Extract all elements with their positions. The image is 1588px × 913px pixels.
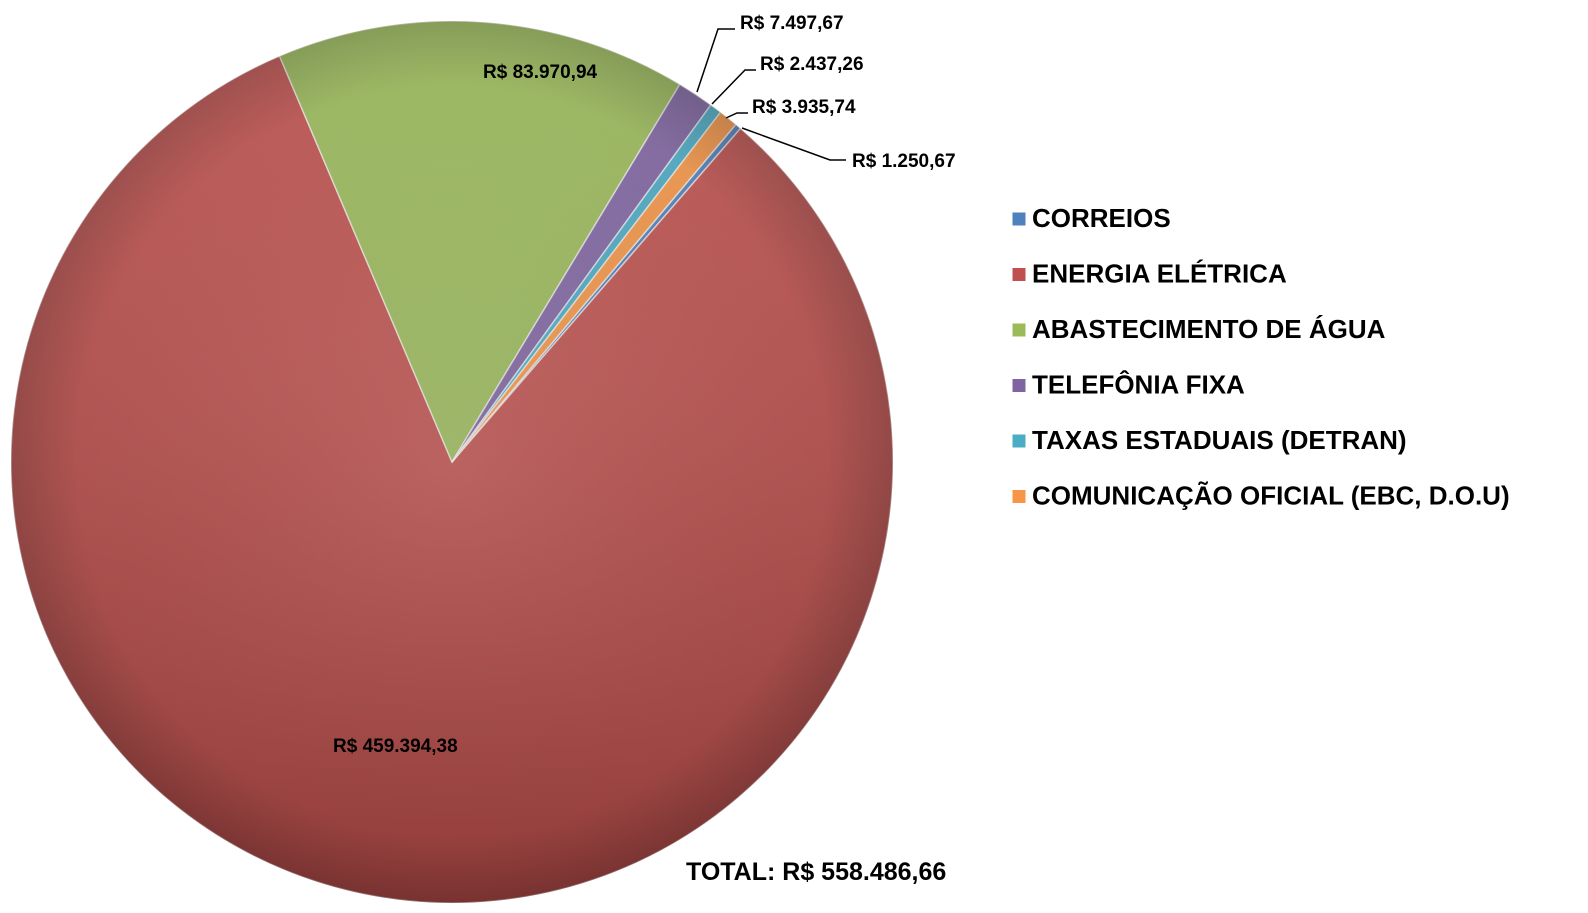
legend-label: ENERGIA ELÉTRICA [1032,258,1287,288]
data-label: R$ 1.250,67 [852,151,956,172]
legend-marker [1011,322,1027,338]
legend-label: ABASTECIMENTO DE ÁGUA [1032,314,1386,344]
legend-marker [1011,211,1027,227]
leader-line [711,69,756,105]
legend-marker [1011,267,1027,282]
leader-line [725,112,748,119]
total-annotation: TOTAL: R$ 558.486,66 [686,858,946,886]
data-label: R$ 7.497,67 [740,13,844,34]
legend-marker [1011,489,1027,504]
data-label: R$ 459.394,38 [333,736,458,757]
data-label: R$ 83.970,94 [483,62,598,83]
leader-line [696,28,735,93]
legend-label: COMUNICAÇÃO OFICIAL (EBC, D.O.U) [1032,480,1510,510]
legend-label: CORREIOS [1032,203,1171,233]
legend-marker [1011,433,1027,449]
legend-marker [1011,378,1027,393]
data-label: R$ 2.437,26 [760,54,864,75]
legend-label: TAXAS ESTADUAIS (DETRAN) [1032,425,1407,455]
legend-label: TELEFÔNIA FIXA [1032,369,1245,399]
data-label: R$ 3.935,74 [752,97,856,118]
pie [10,20,894,904]
